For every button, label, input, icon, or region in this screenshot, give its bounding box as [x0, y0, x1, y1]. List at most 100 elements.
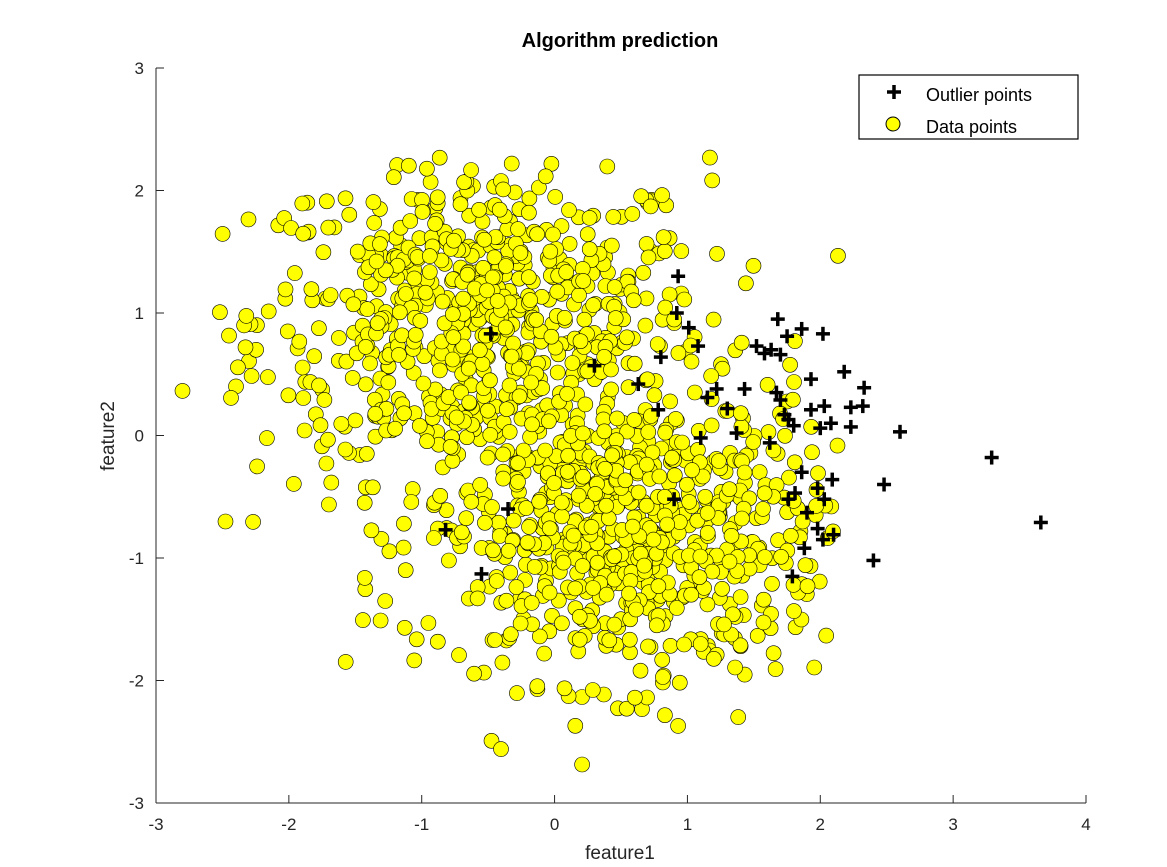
outlier-point	[749, 339, 764, 354]
data-point	[311, 320, 327, 337]
data-point	[391, 347, 407, 363]
data-point	[574, 558, 591, 574]
outlier-points-layer	[438, 269, 1048, 584]
data-point	[482, 427, 499, 443]
data-point	[607, 310, 624, 326]
data-point	[372, 612, 389, 629]
data-point	[598, 497, 615, 514]
data-point	[243, 368, 260, 384]
data-point	[797, 557, 814, 574]
data-point	[635, 264, 652, 281]
y-tick-label: 2	[135, 182, 144, 201]
data-point	[564, 355, 581, 371]
outlier-point	[667, 492, 682, 507]
y-tick-label: -1	[129, 549, 144, 568]
data-point	[366, 215, 383, 231]
x-tick-label: 0	[550, 815, 559, 834]
data-point	[523, 374, 539, 391]
data-point	[260, 369, 276, 385]
data-point	[727, 659, 743, 676]
data-point	[519, 534, 536, 551]
data-point	[529, 226, 545, 242]
data-point	[721, 481, 738, 498]
data-point	[561, 202, 577, 218]
data-point	[456, 174, 472, 190]
data-point	[431, 149, 448, 166]
data-point	[619, 423, 636, 440]
data-point	[396, 405, 412, 422]
data-point	[804, 444, 820, 461]
data-point	[380, 374, 397, 391]
data-point	[617, 472, 634, 489]
outlier-point	[762, 435, 777, 450]
data-point	[668, 600, 685, 616]
data-point	[599, 158, 616, 175]
data-point	[575, 468, 591, 485]
data-point	[480, 402, 496, 419]
data-point	[756, 549, 773, 565]
data-point	[645, 531, 662, 548]
data-point	[406, 270, 423, 287]
data-point	[782, 527, 799, 544]
legend-label-data-points: Data points	[926, 117, 1017, 137]
outlier-point	[797, 541, 812, 556]
outlier-point	[781, 492, 796, 507]
data-point	[656, 243, 673, 259]
data-point	[320, 431, 336, 448]
data-point	[705, 311, 722, 328]
data-point	[626, 355, 643, 372]
data-point	[475, 259, 492, 276]
data-point	[529, 678, 546, 695]
data-point	[657, 299, 674, 316]
data-point	[500, 542, 517, 559]
data-point	[785, 391, 801, 408]
data-point	[526, 559, 543, 575]
outlier-point	[843, 400, 858, 415]
data-point	[466, 665, 482, 682]
legend-label-outlier-points: Outlier points	[926, 85, 1032, 105]
outlier-point	[691, 339, 706, 354]
data-point	[419, 160, 435, 177]
data-point	[524, 416, 540, 433]
data-point	[337, 190, 354, 207]
data-point	[565, 527, 582, 544]
outlier-point	[866, 553, 881, 568]
data-point	[781, 469, 797, 486]
y-tick-label: 1	[135, 304, 144, 323]
data-point	[657, 707, 673, 724]
data-point	[584, 682, 601, 698]
data-point	[498, 258, 514, 274]
data-point	[495, 181, 512, 198]
data-point	[579, 226, 596, 242]
outlier-point	[984, 450, 999, 465]
data-point	[417, 284, 434, 301]
data-point	[523, 595, 540, 611]
data-point	[567, 717, 584, 734]
chart-title: Algorithm prediction	[522, 30, 719, 52]
outlier-point	[631, 377, 646, 392]
data-point	[536, 645, 553, 662]
data-point	[521, 519, 537, 535]
data-point	[444, 306, 461, 323]
data-point	[331, 330, 347, 346]
data-point	[767, 661, 784, 677]
data-point	[648, 617, 665, 634]
data-point	[606, 548, 623, 565]
legend-marker-outlier	[887, 85, 901, 99]
data-point	[495, 470, 512, 487]
data-point	[673, 243, 690, 259]
data-point	[581, 241, 598, 257]
data-point	[699, 596, 716, 613]
data-point	[810, 465, 826, 482]
data-point	[714, 580, 730, 597]
data-point	[521, 204, 537, 221]
data-point	[651, 468, 668, 485]
data-point	[829, 437, 846, 454]
data-point	[537, 442, 554, 459]
data-point	[738, 275, 754, 292]
data-point	[640, 424, 657, 440]
data-point	[540, 413, 557, 430]
data-point	[373, 531, 390, 547]
data-point	[365, 194, 382, 210]
outlier-point	[785, 569, 800, 584]
